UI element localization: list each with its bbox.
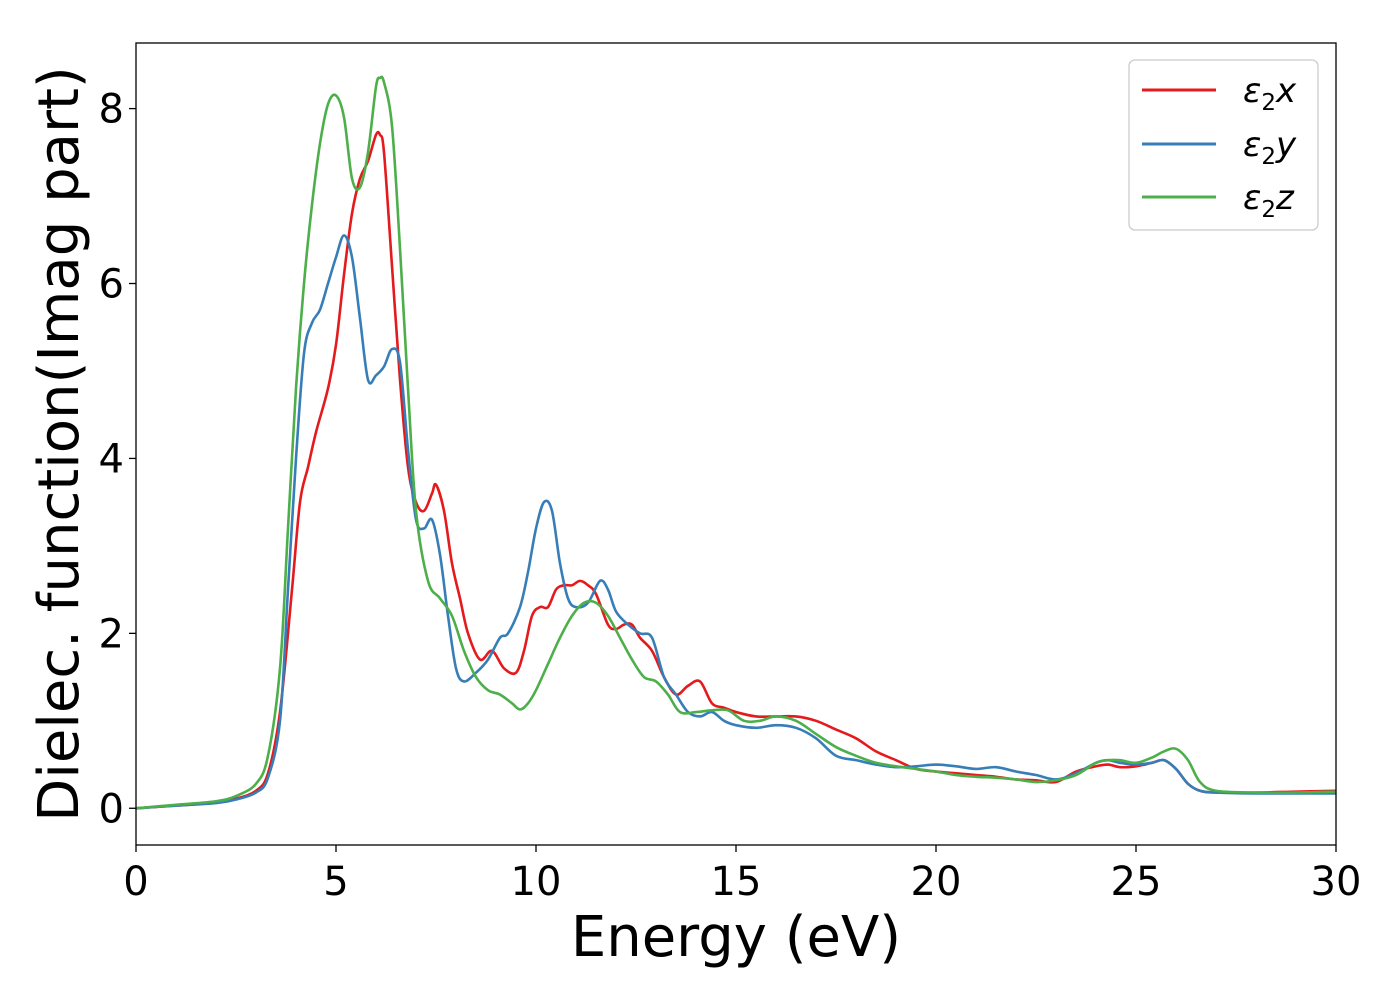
x-axis-title: Energy (eV) <box>571 905 901 970</box>
legend: ε2x ε2y ε2z <box>1128 59 1319 231</box>
y-axis-title: Dielec. function(Imag part) <box>27 66 92 822</box>
legend-label-z: ε2z <box>1243 178 1295 223</box>
x-tick-label: 0 <box>123 859 148 905</box>
x-axis: 0 5 10 15 20 25 30 <box>123 845 1361 905</box>
x-tick-label: 30 <box>1311 859 1362 905</box>
y-tick-label: 2 <box>99 611 124 657</box>
y-tick-label: 6 <box>99 262 124 308</box>
y-tick-label: 0 <box>99 786 124 832</box>
legend-box <box>1128 59 1319 231</box>
x-tick-label: 25 <box>1111 859 1162 905</box>
legend-label-y: ε2y <box>1243 125 1297 170</box>
y-axis: 0 2 4 6 8 <box>99 87 136 832</box>
series-line-y <box>135 234 1336 810</box>
x-tick-label: 15 <box>711 859 762 905</box>
x-tick-label: 20 <box>911 859 962 905</box>
legend-entry-x: ε2x <box>1142 71 1297 116</box>
legend-entry-z: ε2z <box>1142 178 1295 223</box>
series-line-z <box>135 75 1337 810</box>
x-tick-label: 10 <box>511 859 562 905</box>
y-tick-label: 4 <box>99 436 124 482</box>
x-tick-label: 5 <box>323 859 348 905</box>
series-layer <box>135 75 1337 810</box>
legend-label-x: ε2x <box>1243 71 1297 116</box>
legend-entry-y: ε2y <box>1142 125 1297 170</box>
y-tick-label: 8 <box>99 87 124 133</box>
